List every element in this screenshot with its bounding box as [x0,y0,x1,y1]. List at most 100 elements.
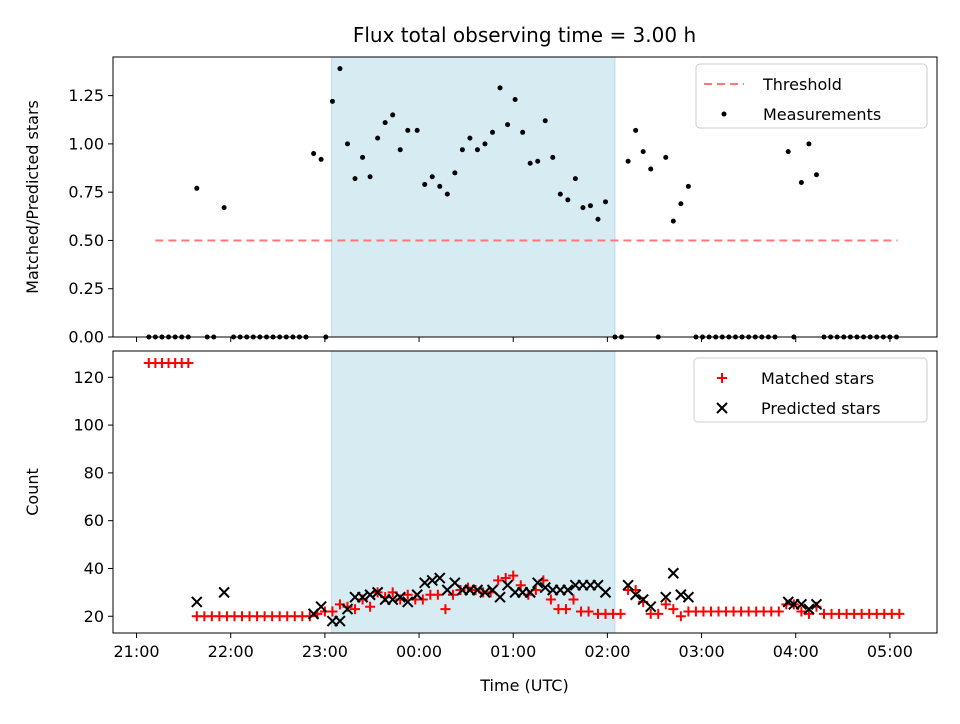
legend-measurement-swatch [721,111,727,117]
measurement-point [337,66,343,72]
y-tick-label: 40 [84,559,104,578]
y-tick-label: 1.00 [68,134,104,153]
matched-point [583,606,594,617]
measurement-point [422,181,428,187]
measurement-point [785,149,791,155]
matched-point [675,611,686,622]
matched-point [500,573,511,584]
predicted-point [434,572,446,584]
legend-label: Measurements [763,105,881,124]
measurement-point [640,149,646,155]
measurement-point [405,127,411,133]
measurement-point [685,183,691,189]
measurement-point [367,174,373,180]
legend-box [695,63,928,129]
measurement-point [565,197,571,203]
x-tick-label: 03:00 [679,642,725,661]
matched-point [568,594,579,605]
matched-point [350,604,361,615]
matched-point [417,594,428,605]
measurement-point [459,147,465,153]
x-tick-label: 02:00 [584,642,630,661]
legend: Matched stars Predicted stars [693,357,928,423]
measurement-point [663,154,669,160]
y-tick-label: 0.75 [68,183,104,202]
matched-point [560,604,571,615]
legend-label: Predicted stars [761,399,881,418]
predicted-point [795,598,808,611]
shaded-span [330,56,616,338]
predicted-point [386,593,399,606]
y-tick-label: 0.25 [68,279,104,298]
measurement-point [633,127,639,133]
legend-box [693,357,928,423]
x-tick-label: 22:00 [208,642,254,661]
measurement-point [194,185,200,191]
y-axis-label: Count [23,468,42,516]
predicted-point [191,596,203,608]
x-tick-label: 04:00 [773,642,819,661]
measurement-point [437,183,443,189]
measurement-point [798,180,804,186]
measurement-point [375,135,381,141]
measurement-point [603,199,609,205]
measurement-point [482,141,488,147]
x-tick-label: 23:00 [302,642,348,661]
x-tick-label: 01:00 [490,642,536,661]
matched-point [470,584,481,595]
predicted-point [532,577,544,589]
measurement-point [474,147,480,153]
matched-point [327,606,338,617]
predicted-point [629,589,642,601]
predicted-point [341,603,354,615]
matched-point [894,608,905,619]
measurement-point [557,191,563,197]
matched-point [796,606,807,617]
measurement-point [678,201,684,207]
y-tick-label: 20 [84,607,104,626]
matched-point [402,589,413,600]
measurement-point [527,160,533,166]
predicted-point [315,601,327,613]
matched-point [493,575,504,586]
matched-point [545,594,556,605]
measurement-point [625,158,631,164]
matched-point [455,584,466,595]
measurement-point [490,129,496,135]
measurement-point [512,96,518,102]
matched-point [183,357,194,368]
y-tick-label: 1.25 [68,86,104,105]
measurement-point [382,120,388,126]
predicted-point [539,581,551,594]
matched-point [653,608,664,619]
measurement-point [318,156,324,162]
matched-point [773,606,784,617]
measurement-point [352,176,358,182]
y-axis-label: Matched/Predicted stars [23,100,42,294]
measurement-point [550,154,556,160]
measurement-point [542,118,548,124]
measurement-point [806,141,812,147]
predicted-point [675,589,687,601]
measurement-point [580,205,586,211]
measurement-point [397,147,403,153]
measurement-point [648,166,654,172]
predicted-point [411,589,423,601]
measurement-point [467,135,473,141]
measurement-point [444,191,450,197]
predicted-point [599,586,612,599]
predicted-point [494,591,506,603]
predicted-point [394,591,406,603]
predicted-point [334,615,346,627]
predicted-point [471,584,484,596]
measurement-point [535,158,541,164]
predicted-point [682,591,695,603]
legend-matched-swatch [717,373,727,383]
predicted-point [803,603,815,615]
measurement-point [390,112,396,118]
matched-point [365,601,376,612]
x-tick-label: 05:00 [867,642,913,661]
predicted-point [426,574,438,587]
measurement-point [497,85,503,91]
